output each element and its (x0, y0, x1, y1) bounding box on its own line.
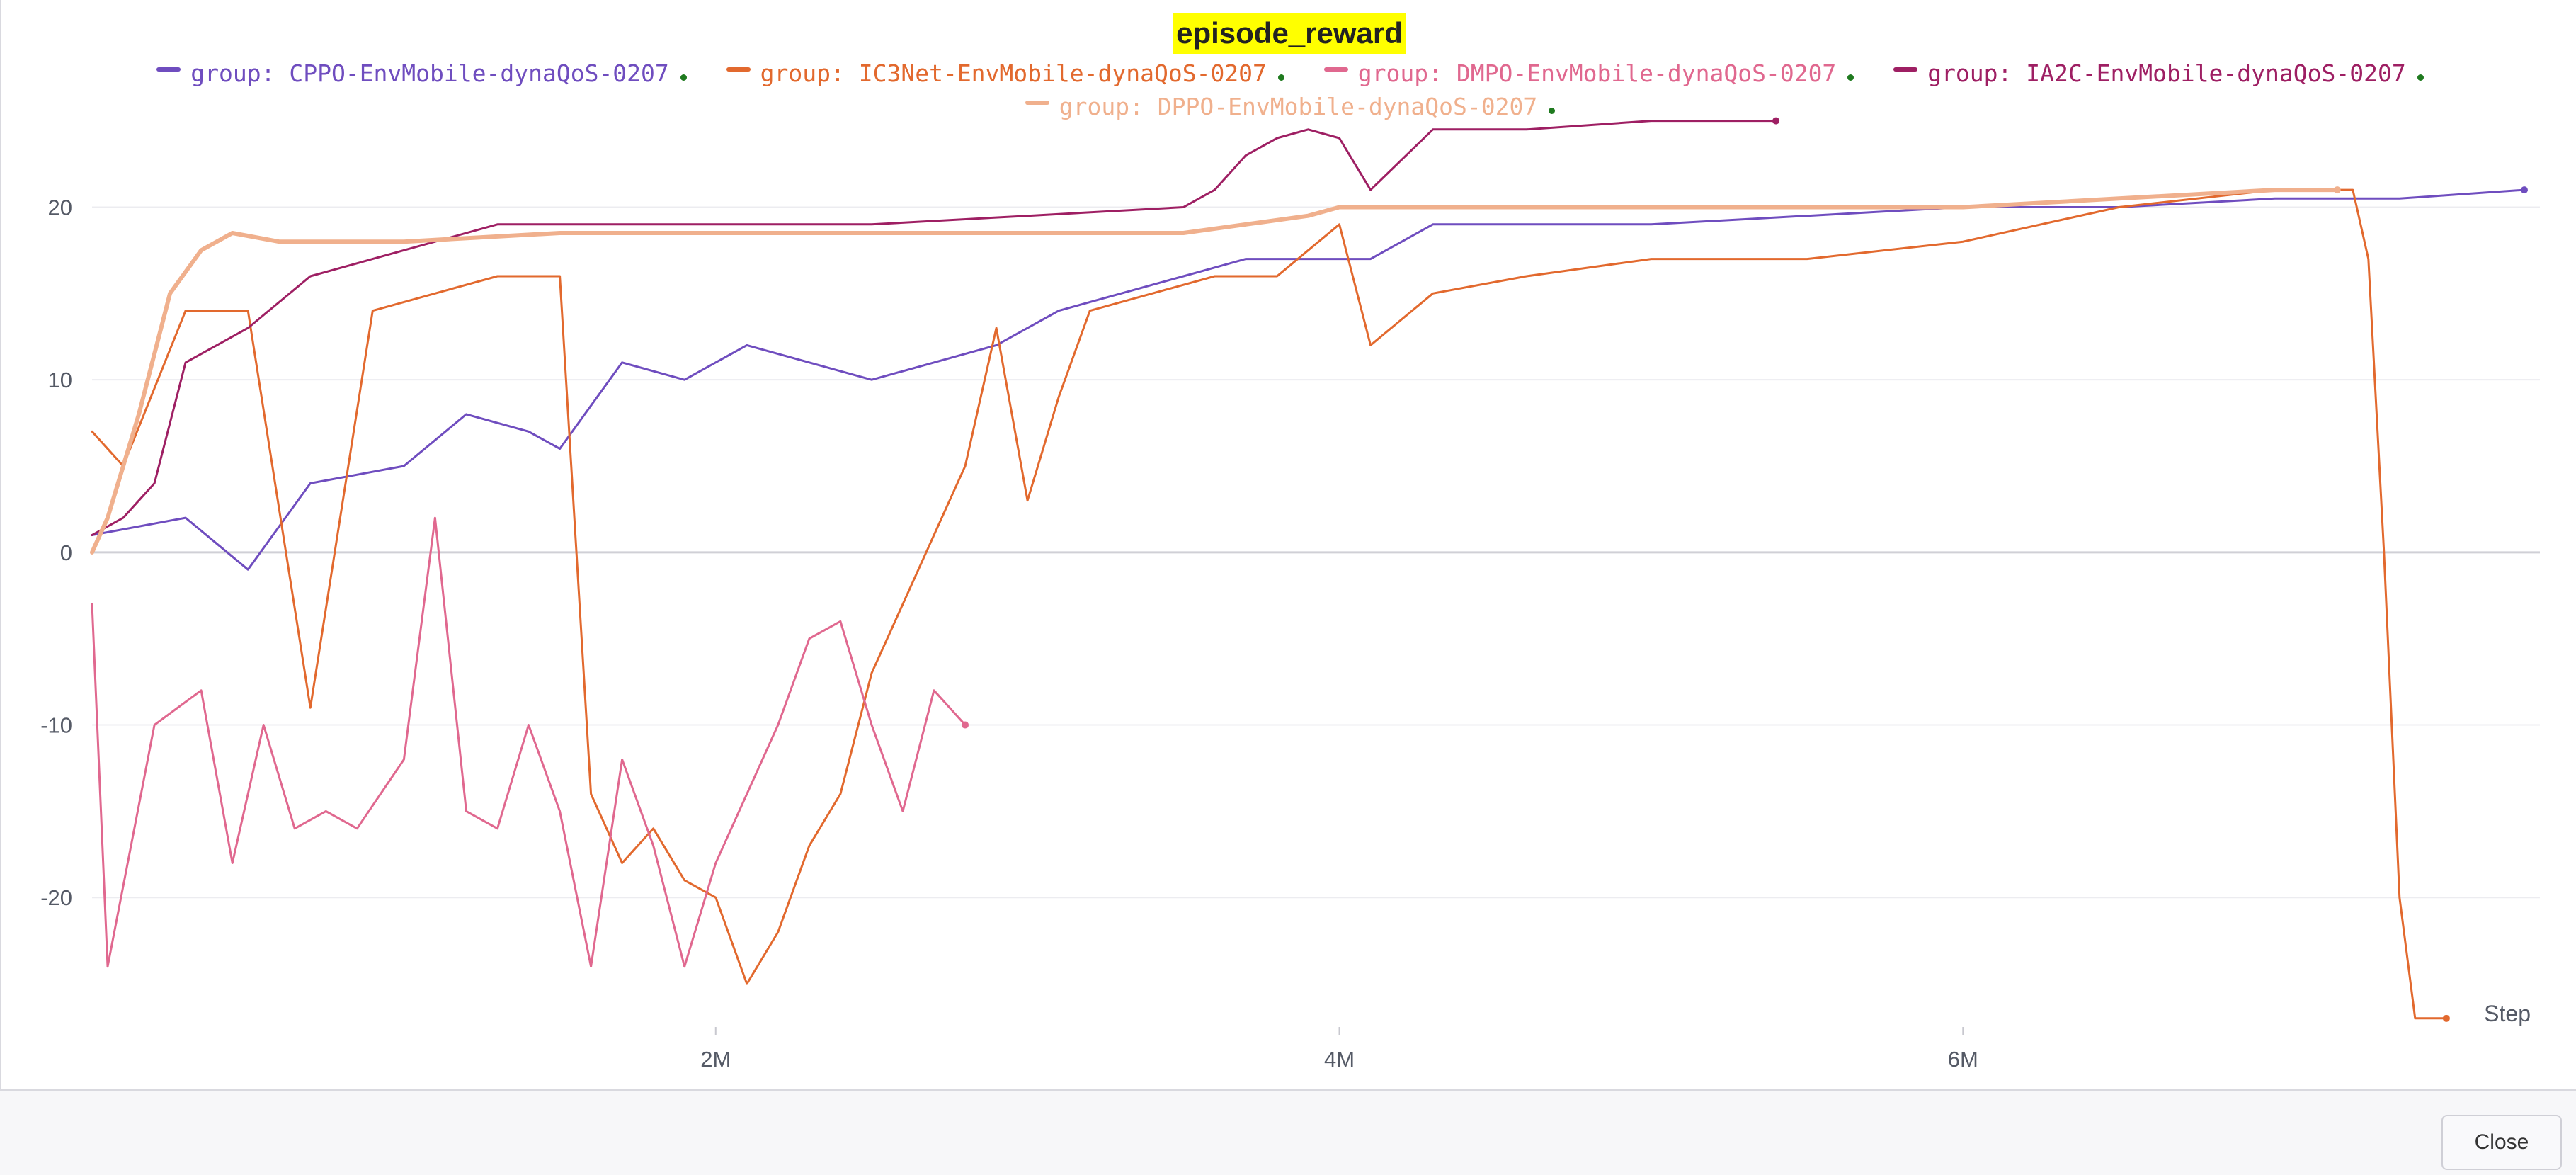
series-endpoint-marker (2442, 1014, 2450, 1022)
legend-label: group: CPPO-EnvMobile-dynaQoS-0207 (190, 59, 669, 87)
x-tick-label: 4M (1324, 1047, 1355, 1072)
series-endpoint-marker (2520, 186, 2528, 194)
legend-label: group: DPPO-EnvMobile-dynaQoS-0207 (1059, 93, 1538, 120)
chart-title-wrap: episode_reward (1, 13, 2576, 54)
legend-swatch (156, 67, 181, 72)
live-indicator-dot (1277, 74, 1284, 81)
series-endpoint-marker (1772, 117, 1780, 125)
legend-item[interactable]: group: IC3Net-EnvMobile-dynaQoS-0207 (726, 57, 1284, 90)
legend-swatch (1893, 67, 1918, 72)
dialog-footer: Close (0, 1089, 2576, 1175)
legend-item[interactable]: group: CPPO-EnvMobile-dynaQoS-0207 (156, 57, 687, 90)
legend-label: group: DMPO-EnvMobile-dynaQoS-0207 (1357, 59, 1837, 87)
series-endpoint-marker (962, 721, 969, 729)
y-tick-label: -10 (40, 713, 72, 738)
x-tick-label: 6M (1948, 1047, 1978, 1072)
y-tick-label: 0 (60, 540, 72, 565)
series-line (91, 516, 967, 968)
legend-item[interactable]: group: IA2C-EnvMobile-dynaQoS-0207 (1893, 57, 2424, 90)
y-tick-label: 20 (48, 195, 72, 220)
chart-title: episode_reward (1173, 13, 1406, 54)
series-line (91, 188, 2448, 1020)
live-indicator-dot (2417, 74, 2424, 81)
series-line (91, 188, 2526, 571)
x-tick-label: 2M (700, 1047, 731, 1072)
y-tick-label: -20 (40, 885, 72, 910)
x-axis-label: Step (2484, 1001, 2531, 1026)
legend-item[interactable]: group: DPPO-EnvMobile-dynaQoS-0207 (1025, 90, 1556, 123)
legend-swatch (726, 67, 751, 72)
legend-label: group: IA2C-EnvMobile-dynaQoS-0207 (1927, 59, 2406, 87)
series-line (90, 188, 2340, 555)
legend-label: group: IC3Net-EnvMobile-dynaQoS-0207 (760, 59, 1267, 87)
plot-area: -20 -10 0 10 20 2M 4M 6M Step (40, 117, 2540, 1072)
chart-legend: group: CPPO-EnvMobile-dynaQoS-0207 group… (86, 57, 2494, 123)
live-indicator-dot (680, 74, 687, 81)
legend-swatch (1025, 100, 1049, 105)
series-line (91, 120, 1777, 536)
legend-swatch (1323, 67, 1348, 72)
live-indicator-dot (1847, 74, 1854, 81)
live-indicator-dot (1549, 108, 1556, 114)
chart-panel: -20 -10 0 10 20 2M 4M 6M Step episode_reward gro… (0, 0, 2576, 1089)
close-button[interactable]: Close (2441, 1115, 2562, 1170)
series-endpoint-marker (2333, 186, 2341, 194)
legend-item[interactable]: group: DMPO-EnvMobile-dynaQoS-0207 (1323, 57, 1854, 90)
y-tick-label: 10 (48, 368, 72, 392)
